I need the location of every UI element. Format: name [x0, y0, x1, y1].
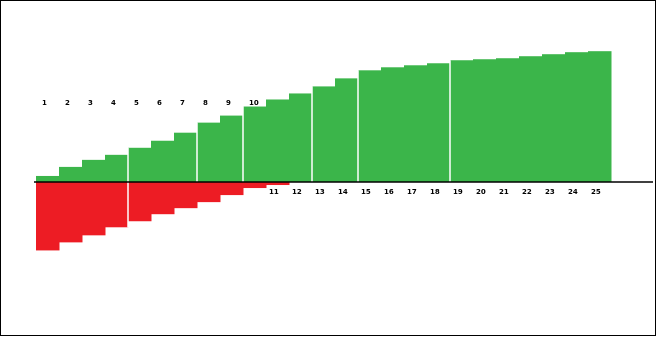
positive-bar-3 [82, 159, 106, 182]
tick-label-14: 14 [338, 188, 348, 196]
positive-bar-14 [335, 78, 359, 182]
positive-bar-12 [289, 93, 313, 182]
positive-bar-20 [473, 59, 497, 182]
tick-label-21: 21 [499, 188, 509, 196]
positive-bar-6 [151, 140, 175, 182]
negative-bar-6 [151, 182, 175, 215]
positive-bar-15 [358, 70, 382, 182]
negative-bar-5 [128, 182, 152, 222]
positive-bar-4 [105, 154, 129, 182]
positive-bar-25 [588, 51, 612, 182]
negative-bar-9 [220, 182, 244, 196]
positive-bar-5 [128, 147, 152, 182]
tick-label-2: 2 [65, 99, 70, 107]
positive-bar-21 [496, 58, 520, 183]
negative-bar-2 [59, 182, 83, 243]
tick-label-3: 3 [88, 99, 93, 107]
tick-label-13: 13 [315, 188, 325, 196]
tick-label-1: 1 [42, 99, 47, 107]
positive-bar-23 [542, 54, 566, 182]
tick-label-9: 9 [226, 99, 231, 107]
tick-label-5: 5 [134, 99, 139, 107]
tick-label-23: 23 [545, 188, 555, 196]
tick-label-17: 17 [407, 188, 417, 196]
positive-bar-17 [404, 65, 428, 182]
negative-bar-11 [266, 182, 290, 186]
tick-label-16: 16 [384, 188, 394, 196]
positive-bar-1 [36, 175, 60, 182]
positive-bar-19 [450, 60, 474, 182]
negative-bar-1 [36, 182, 60, 251]
tick-label-11: 11 [269, 188, 279, 196]
positive-bar-2 [59, 166, 83, 182]
negative-bar-3 [82, 182, 106, 236]
tick-label-20: 20 [476, 188, 486, 196]
positive-bar-8 [197, 122, 221, 182]
tick-label-15: 15 [361, 188, 371, 196]
positive-bar-16 [381, 67, 405, 182]
tick-label-7: 7 [180, 99, 185, 107]
positive-bar-7 [174, 132, 198, 182]
tick-label-19: 19 [453, 188, 463, 196]
positive-bar-9 [220, 115, 244, 182]
positive-bar-13 [312, 86, 336, 182]
tick-label-24: 24 [568, 188, 578, 196]
tick-label-8: 8 [203, 99, 208, 107]
positive-bar-11 [266, 99, 290, 182]
tick-label-10: 10 [249, 99, 259, 107]
negative-bar-10 [243, 182, 267, 189]
tick-label-25: 25 [591, 188, 601, 196]
tick-label-12: 12 [292, 188, 302, 196]
negative-bar-8 [197, 182, 221, 203]
positive-bar-18 [427, 63, 451, 183]
positive-bar-22 [519, 56, 543, 182]
positive-bar-10 [243, 106, 267, 182]
negative-bar-7 [174, 182, 198, 209]
positive-bar-24 [565, 52, 589, 182]
negative-bar-4 [105, 182, 129, 228]
tick-label-18: 18 [430, 188, 440, 196]
tick-label-22: 22 [522, 188, 532, 196]
tick-label-4: 4 [111, 99, 116, 107]
tick-label-6: 6 [157, 99, 162, 107]
